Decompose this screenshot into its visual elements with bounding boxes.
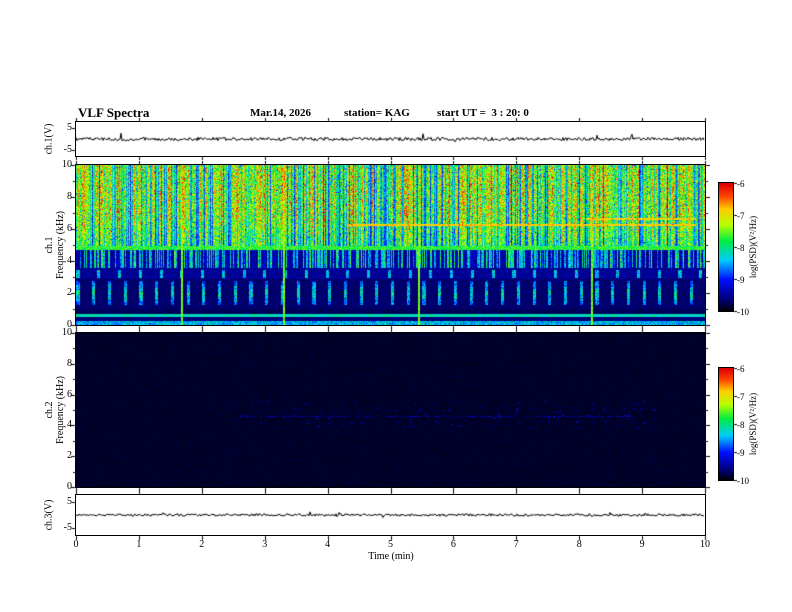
colorbar1-tick-label: -6	[737, 179, 745, 189]
colorbar2-tick-label: -9	[737, 448, 745, 458]
ch1-freq-tick-label: 10	[62, 159, 72, 170]
ch1-waveform-panel	[75, 121, 706, 157]
ch1-freq-tick-label: 2	[67, 287, 72, 298]
colorbar1-tick-label: -9	[737, 275, 745, 285]
x-tick-label: 6	[450, 539, 456, 550]
ch1-spectrogram-canvas	[76, 165, 705, 325]
x-tick-label: 7	[513, 539, 519, 550]
colorbar2-tick-label: -7	[737, 392, 745, 402]
x-tick-label: 4	[325, 539, 331, 550]
colorbar2	[718, 367, 734, 481]
ch1-channel-label: ch.1	[44, 236, 55, 254]
ch2-frequency-axis-text: Frequency (kHz)	[55, 375, 66, 445]
x-tick-label: 3	[262, 539, 268, 550]
colorbar1-axis-label: log(PSD)(V²/Hz)	[748, 215, 758, 279]
colorbar1-tick-label: -7	[737, 211, 745, 221]
ch1-spectrogram-panel	[75, 164, 706, 326]
ch2-frequency-axis-label: ch.2 Frequency (kHz)	[44, 376, 66, 444]
date-label: Mar.14, 2026	[250, 107, 312, 119]
x-tick-label: 5	[388, 539, 393, 550]
colorbar1	[718, 182, 734, 312]
colorbar2-axis-label: log(PSD)(V²/Hz)	[748, 392, 758, 456]
colorbar1-tick-label: -10	[737, 307, 749, 317]
ch2-spectrogram-canvas	[76, 333, 705, 487]
x-tick-label: 2	[199, 539, 205, 550]
ch2-freq-tick-label: 8	[67, 357, 72, 369]
colorbar1-canvas	[719, 183, 733, 311]
x-tick-label: 1	[136, 539, 142, 550]
x-tick-label: 9	[639, 539, 645, 550]
colorbar1-tick-label: -8	[737, 243, 745, 253]
ch1-frequency-axis-label: ch.1 Frequency (kHz)	[44, 211, 66, 279]
ch2-freq-tick-label: 0	[67, 481, 72, 492]
colorbar2-canvas	[719, 368, 733, 480]
ch2-channel-label: ch.2	[44, 401, 55, 419]
ch2-spectrogram-panel	[75, 332, 706, 488]
x-tick-label: 8	[576, 539, 582, 550]
x-tick-label: 10	[700, 539, 710, 550]
ch3-waveform-panel	[75, 494, 706, 536]
colorbar2-tick-label: -10	[737, 476, 749, 486]
ch1-waveform-canvas	[76, 122, 705, 156]
x-tick-label: 0	[73, 539, 79, 550]
ch1-freq-tick-label: 8	[67, 191, 72, 202]
figure-title: VLF Spectra	[78, 105, 150, 120]
ch1-freq-tick-label: 0	[67, 319, 72, 330]
time-axis-label: Time (min)	[368, 551, 414, 562]
start-ut-label: start UT = 3 : 20: 0	[437, 107, 529, 119]
ch3-voltage-axis-label: ch.3(V)	[43, 499, 55, 531]
ch2-freq-tick-label: 10	[62, 327, 72, 338]
ch2-freq-tick-label: 2	[67, 450, 72, 462]
ch1-voltage-axis-label: ch.1(V)	[43, 123, 55, 155]
ch1-frequency-axis-text: Frequency (kHz)	[55, 210, 66, 280]
colorbar2-tick-label: -8	[737, 420, 745, 430]
colorbar2-tick-label: -6	[737, 364, 745, 374]
ch3-waveform-canvas	[76, 495, 705, 535]
station-label: station= KAG	[344, 107, 410, 119]
